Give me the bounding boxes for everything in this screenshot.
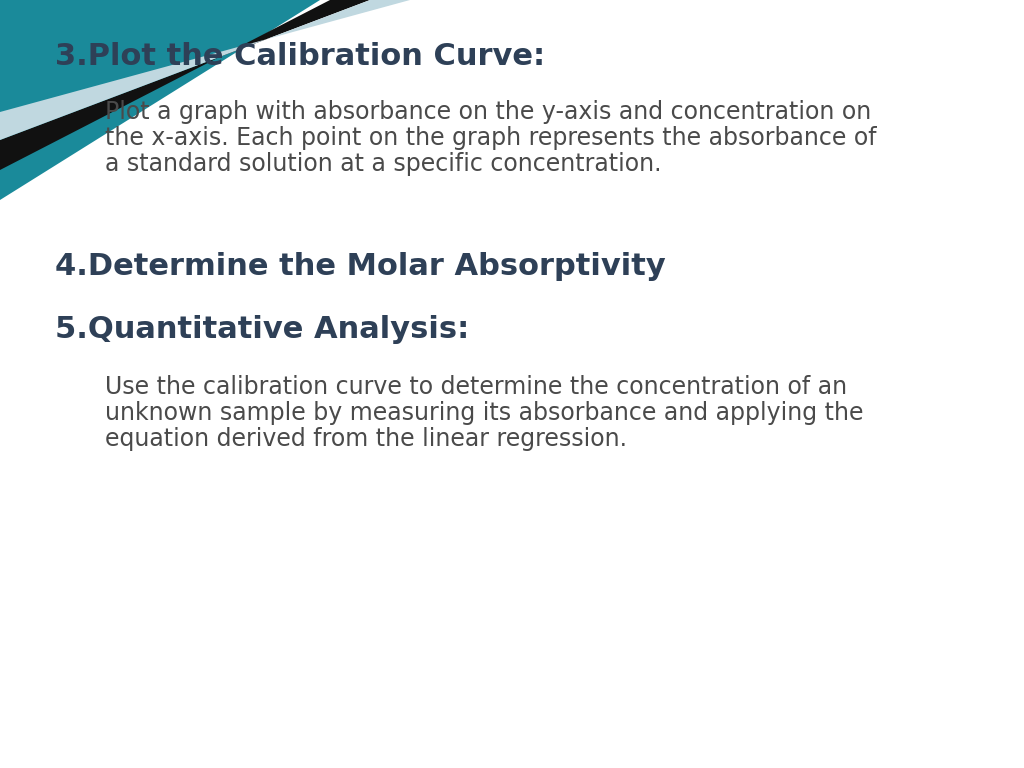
Text: Use the calibration curve to determine the concentration of an: Use the calibration curve to determine t… (105, 375, 847, 399)
Polygon shape (0, 0, 370, 170)
Text: unknown sample by measuring its absorbance and applying the: unknown sample by measuring its absorban… (105, 401, 863, 425)
Text: Plot a graph with absorbance on the y-axis and concentration on: Plot a graph with absorbance on the y-ax… (105, 100, 871, 124)
Text: 5.Quantitative Analysis:: 5.Quantitative Analysis: (55, 315, 469, 344)
Text: 4.Determine the Molar Absorptivity: 4.Determine the Molar Absorptivity (55, 252, 666, 281)
Text: 3.Plot the Calibration Curve:: 3.Plot the Calibration Curve: (55, 42, 545, 71)
Polygon shape (0, 0, 319, 200)
Polygon shape (0, 0, 410, 140)
Text: the x-axis. Each point on the graph represents the absorbance of: the x-axis. Each point on the graph repr… (105, 126, 877, 150)
Text: equation derived from the linear regression.: equation derived from the linear regress… (105, 427, 627, 451)
Text: a standard solution at a specific concentration.: a standard solution at a specific concen… (105, 152, 662, 176)
